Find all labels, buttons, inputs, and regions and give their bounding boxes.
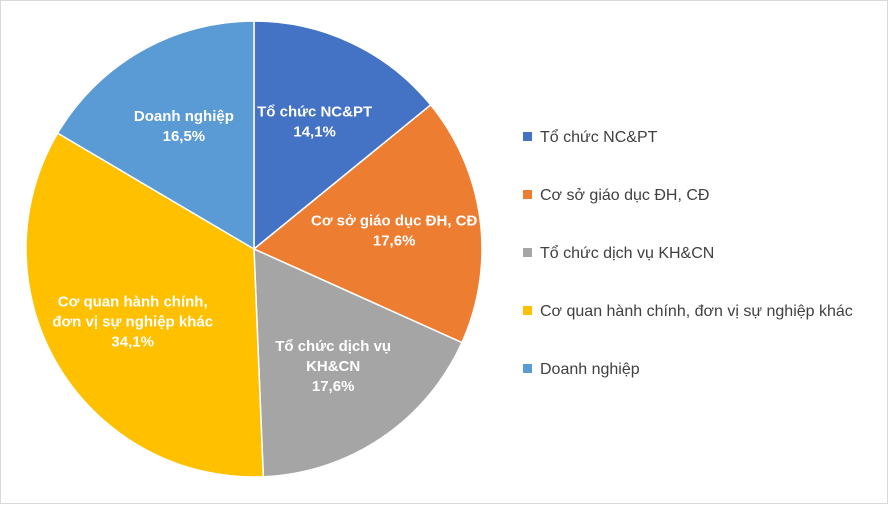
pie-data-labels: Tổ chức NC&PT 14,1% Cơ sở giáo dục ĐH, CĐ 1…: [52, 103, 477, 395]
legend-label-co-quan-hanh-chinh-don-vi-su-nghiep-khac: Cơ quan hành chính, đơn vị sự nghiệp khá…: [540, 303, 853, 320]
legend-swatch-to-chuc-nc-pt: [523, 132, 532, 141]
legend-label-co-so-giao-duc-dh-cd: Cơ sở giáo dục ĐH, CĐ: [540, 187, 709, 204]
legend-swatch-doanh-nghiep: [523, 364, 532, 373]
legend: Tổ chức NC&PT Cơ sở giáo dục ĐH, CĐ Tổ chứ…: [523, 128, 853, 378]
data-label-line: Cơ quan hành chính,: [58, 294, 208, 311]
data-label-line: Tổ chức dịch vụ: [275, 338, 391, 355]
legend-label-to-chuc-nc-pt: Tổ chức NC&PT: [540, 128, 658, 146]
data-label-line: 17,6%: [312, 378, 355, 395]
data-label-line: Cơ sở giáo dục ĐH, CĐ: [311, 213, 478, 230]
legend-label-doanh-nghiep: Doanh nghiệp: [540, 361, 640, 378]
legend-label-to-chuc-dich-vu-kh-cn: Tổ chức dịch vụ KH&CN: [540, 244, 714, 262]
data-label-line: 16,5%: [163, 128, 206, 145]
data-label-line: 34,1%: [111, 334, 154, 351]
data-label-co-quan-hanh-chinh-don-vi-su-nghiep-khac: Cơ quan hành chính, đơn vị sự nghiệp khác…: [52, 294, 213, 351]
pie-slice-co-so-giao-duc-dh-cd: [252, 103, 483, 344]
data-label-to-chuc-nc-pt: Tổ chức NC&PT 14,1%: [257, 103, 372, 140]
pie-slice-to-chuc-nc-pt: [253, 20, 432, 251]
pie-slice-co-quan-hanh-chinh-don-vi-su-nghiep-khac: [25, 132, 265, 478]
pie-slice-doanh-nghiep: [56, 20, 255, 251]
data-label-line: KH&CN: [306, 358, 360, 375]
data-label-line: Doanh nghiệp: [134, 108, 234, 125]
data-label-to-chuc-dich-vu-kh-cn: Tổ chức dịch vụ KH&CN 17,6%: [275, 338, 391, 395]
data-label-line: 14,1%: [293, 123, 336, 140]
data-label-line: đơn vị sự nghiệp khác: [52, 314, 213, 331]
data-label-doanh-nghiep: Doanh nghiệp 16,5%: [134, 108, 234, 145]
pie-slice-to-chuc-dich-vu-kh-cn: [253, 247, 463, 478]
pie-slices: [25, 20, 483, 478]
legend-swatch-co-so-giao-duc-dh-cd: [523, 190, 532, 199]
legend-swatch-to-chuc-dich-vu-kh-cn: [523, 248, 532, 257]
data-label-line: Tổ chức NC&PT: [257, 103, 372, 120]
data-label-line: 17,6%: [373, 233, 416, 250]
data-label-co-so-giao-duc-dh-cd: Cơ sở giáo dục ĐH, CĐ 17,6%: [311, 213, 478, 250]
legend-swatch-co-quan-hanh-chinh-don-vi-su-nghiep-khac: [523, 306, 532, 315]
